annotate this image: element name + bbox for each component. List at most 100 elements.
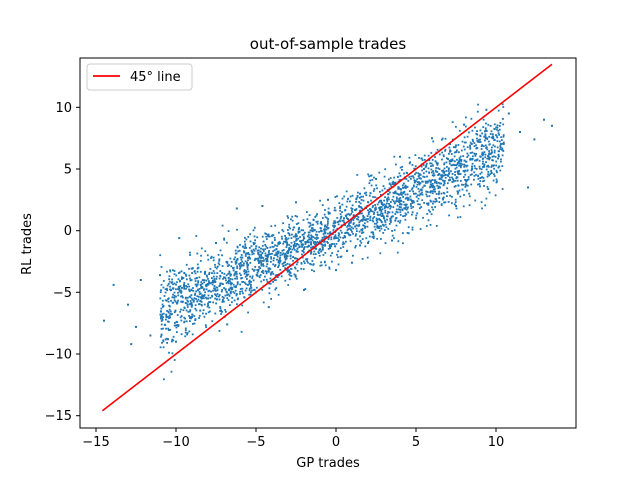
scatter-point: [390, 205, 392, 208]
scatter-point: [432, 202, 434, 205]
scatter-point: [349, 240, 352, 243]
scatter-point: [343, 236, 346, 238]
scatter-point: [306, 239, 309, 242]
scatter-point: [339, 229, 342, 232]
scatter-point: [186, 299, 189, 302]
scatter-point: [410, 188, 413, 191]
scatter-point: [380, 221, 383, 223]
scatter-point: [327, 242, 329, 244]
scatter-point: [355, 227, 358, 230]
scatter-point: [407, 232, 410, 235]
scatter-point: [386, 197, 389, 200]
scatter-point: [409, 195, 412, 198]
scatter-point: [278, 231, 280, 234]
scatter-point: [233, 292, 236, 295]
scatter-point: [466, 146, 469, 149]
scatter-point: [200, 303, 203, 306]
scatter-point: [192, 287, 194, 289]
scatter-point: [381, 203, 384, 206]
scatter-point: [323, 235, 326, 238]
scatter-point: [207, 302, 209, 305]
scatter-point: [170, 282, 173, 284]
scatter-point: [477, 141, 480, 143]
scatter-point: [380, 212, 382, 215]
scatter-point: [429, 210, 431, 213]
scatter-point: [310, 241, 312, 243]
scatter-point: [417, 172, 420, 175]
scatter-point: [251, 268, 254, 271]
scatter-point: [405, 203, 408, 206]
scatter-point: [493, 164, 495, 167]
scatter-point: [384, 206, 386, 208]
scatter-point: [402, 186, 404, 189]
scatter-point: [464, 164, 467, 167]
scatter-point: [318, 252, 320, 254]
scatter-point: [402, 242, 404, 245]
scatter-point: [253, 235, 256, 238]
scatter-point: [481, 151, 484, 154]
scatter-point: [271, 245, 274, 248]
scatter-point: [188, 267, 190, 270]
scatter-point: [380, 227, 383, 230]
scatter-point: [261, 235, 264, 238]
scatter-point: [387, 227, 390, 230]
scatter-point: [250, 283, 252, 286]
scatter-point: [215, 275, 218, 278]
scatter-point: [200, 247, 203, 250]
scatter-point: [358, 205, 360, 207]
scatter-point: [443, 179, 446, 182]
scatter-point: [200, 254, 202, 257]
scatter-point: [373, 211, 376, 214]
scatter-point: [167, 310, 170, 313]
scatter-point: [339, 207, 341, 209]
scatter-point: [300, 229, 303, 232]
scatter-point: [337, 223, 340, 226]
scatter-point: [226, 291, 228, 294]
scatter-point: [467, 178, 470, 181]
scatter-point: [371, 210, 374, 213]
scatter-point: [274, 265, 276, 268]
scatter-point: [359, 235, 361, 238]
scatter-point: [483, 164, 485, 167]
scatter-point: [303, 262, 306, 265]
scatter-point: [396, 193, 399, 195]
scatter-point: [326, 241, 328, 243]
scatter-point: [255, 245, 258, 248]
scatter-point: [215, 267, 218, 270]
scatter-point: [482, 126, 485, 128]
scatter-point: [236, 293, 238, 295]
scatter-point: [341, 211, 343, 213]
scatter-point: [223, 237, 225, 240]
scatter-point: [311, 227, 313, 230]
scatter-point: [211, 295, 214, 298]
scatter-point: [173, 291, 176, 294]
scatter-point: [352, 223, 355, 226]
scatter-point: [265, 238, 268, 240]
scatter-point: [292, 247, 295, 250]
scatter-point: [471, 165, 473, 168]
scatter-point: [239, 293, 241, 295]
scatter-point: [430, 190, 432, 193]
scatter-point: [229, 257, 232, 260]
scatter-point: [309, 224, 312, 227]
scatter-point: [448, 159, 451, 162]
scatter-point: [309, 262, 311, 265]
scatter-point: [223, 272, 226, 275]
scatter-point: [437, 174, 439, 176]
scatter-point: [327, 207, 330, 210]
scatter-point: [188, 285, 191, 288]
scatter-point: [491, 164, 493, 167]
scatter-point: [350, 207, 353, 210]
scatter-point: [286, 262, 289, 265]
scatter-point: [229, 304, 231, 306]
scatter-point: [480, 201, 483, 203]
scatter-point: [491, 133, 494, 136]
scatter-point: [426, 175, 428, 178]
scatter-point: [359, 192, 361, 195]
scatter-point: [294, 242, 296, 245]
scatter-point: [404, 187, 407, 189]
scatter-point: [335, 243, 338, 245]
scatter-point: [339, 213, 342, 216]
scatter-point: [466, 179, 468, 182]
